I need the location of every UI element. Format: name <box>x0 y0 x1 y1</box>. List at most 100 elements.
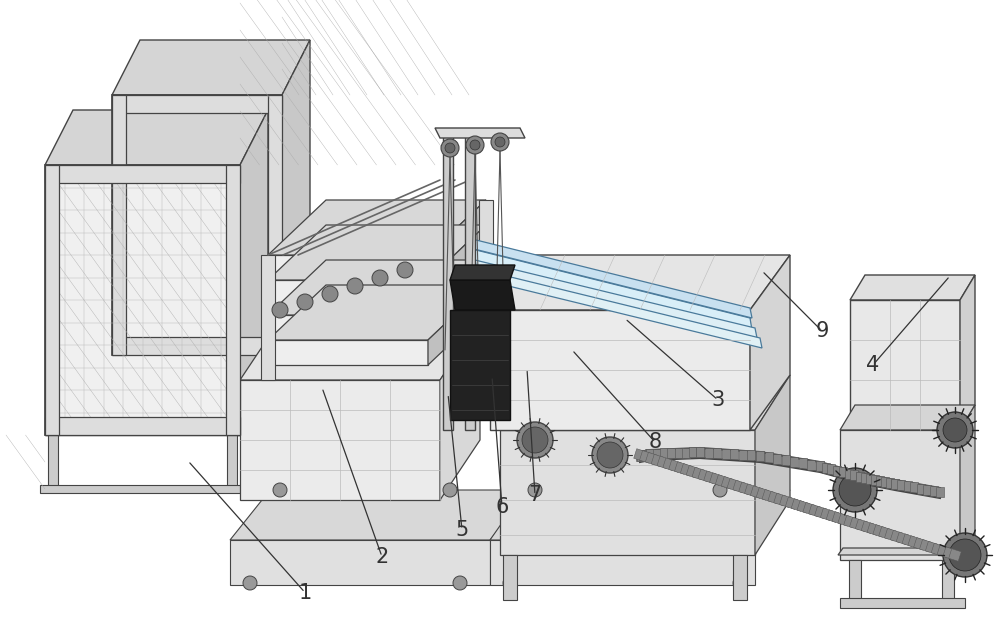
Polygon shape <box>645 450 653 460</box>
Polygon shape <box>112 40 310 95</box>
Circle shape <box>372 270 388 286</box>
Polygon shape <box>838 548 975 555</box>
Polygon shape <box>936 487 944 497</box>
Polygon shape <box>282 40 310 355</box>
Polygon shape <box>705 448 713 458</box>
Polygon shape <box>48 435 58 490</box>
Polygon shape <box>920 539 932 552</box>
Polygon shape <box>910 482 918 492</box>
Polygon shape <box>850 300 960 430</box>
Polygon shape <box>923 485 931 495</box>
Polygon shape <box>840 598 965 608</box>
Polygon shape <box>773 454 781 464</box>
Circle shape <box>522 427 548 453</box>
Polygon shape <box>268 200 486 255</box>
Polygon shape <box>960 405 975 560</box>
Polygon shape <box>890 530 903 543</box>
Polygon shape <box>780 495 792 508</box>
Polygon shape <box>838 514 850 526</box>
Polygon shape <box>820 508 833 520</box>
Polygon shape <box>949 549 961 561</box>
Polygon shape <box>450 280 515 310</box>
Polygon shape <box>891 479 899 489</box>
Polygon shape <box>816 461 824 471</box>
Polygon shape <box>112 337 282 355</box>
Polygon shape <box>855 519 868 532</box>
Polygon shape <box>465 130 475 430</box>
Polygon shape <box>768 492 780 504</box>
Polygon shape <box>440 320 480 500</box>
Polygon shape <box>721 477 734 489</box>
Text: 1: 1 <box>298 582 312 603</box>
Polygon shape <box>503 555 517 600</box>
Text: 4: 4 <box>866 355 880 375</box>
Polygon shape <box>269 355 279 410</box>
Polygon shape <box>639 450 647 460</box>
Polygon shape <box>643 450 651 460</box>
Circle shape <box>445 143 455 153</box>
Circle shape <box>839 474 871 506</box>
Polygon shape <box>861 521 874 534</box>
Polygon shape <box>765 453 773 463</box>
Polygon shape <box>785 497 798 509</box>
Polygon shape <box>646 449 654 459</box>
Polygon shape <box>733 555 747 600</box>
Text: 7: 7 <box>528 485 542 505</box>
Polygon shape <box>730 450 738 460</box>
Circle shape <box>322 286 338 302</box>
Circle shape <box>243 576 257 590</box>
Polygon shape <box>799 458 807 468</box>
Polygon shape <box>856 472 864 482</box>
Polygon shape <box>755 375 790 555</box>
Polygon shape <box>268 95 282 355</box>
Polygon shape <box>450 310 510 420</box>
Polygon shape <box>739 482 751 495</box>
Polygon shape <box>645 453 658 465</box>
Circle shape <box>443 483 457 497</box>
Circle shape <box>833 468 877 512</box>
Polygon shape <box>657 456 670 469</box>
Polygon shape <box>879 527 891 539</box>
Polygon shape <box>840 405 975 430</box>
Polygon shape <box>45 165 240 183</box>
Polygon shape <box>636 451 644 461</box>
Polygon shape <box>925 541 938 554</box>
Polygon shape <box>866 474 874 484</box>
Polygon shape <box>637 451 645 461</box>
Polygon shape <box>669 460 681 472</box>
Text: 8: 8 <box>648 432 662 452</box>
Polygon shape <box>646 449 654 459</box>
Polygon shape <box>747 450 755 460</box>
Polygon shape <box>268 260 486 315</box>
Polygon shape <box>115 355 125 410</box>
Polygon shape <box>634 449 646 461</box>
Polygon shape <box>261 255 275 380</box>
Polygon shape <box>930 486 938 496</box>
Polygon shape <box>468 248 752 330</box>
Polygon shape <box>839 467 847 477</box>
Polygon shape <box>689 447 697 457</box>
Polygon shape <box>443 130 453 430</box>
Polygon shape <box>904 482 912 492</box>
Polygon shape <box>450 265 515 280</box>
Polygon shape <box>943 547 955 559</box>
Polygon shape <box>45 417 240 435</box>
Circle shape <box>273 483 287 497</box>
Polygon shape <box>739 450 747 460</box>
Polygon shape <box>479 200 493 325</box>
Polygon shape <box>897 480 905 490</box>
Polygon shape <box>850 470 858 480</box>
Polygon shape <box>500 430 755 555</box>
Polygon shape <box>642 450 650 460</box>
Polygon shape <box>807 460 815 470</box>
Polygon shape <box>809 504 821 517</box>
Polygon shape <box>885 529 897 541</box>
Polygon shape <box>45 165 240 435</box>
Polygon shape <box>696 447 704 457</box>
Polygon shape <box>908 535 920 549</box>
Polygon shape <box>468 238 752 318</box>
Circle shape <box>470 140 480 150</box>
Polygon shape <box>832 512 845 524</box>
Polygon shape <box>667 448 675 458</box>
Circle shape <box>713 483 727 497</box>
